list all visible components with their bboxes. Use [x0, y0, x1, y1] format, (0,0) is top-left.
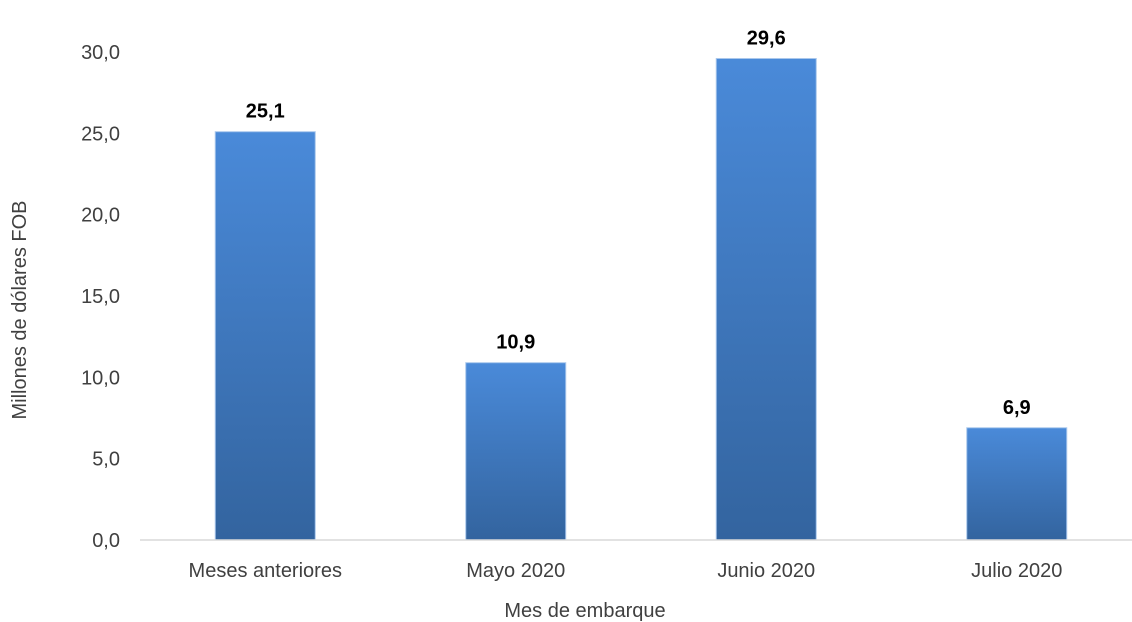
- data-labels: 25,1 10,9 29,6 6,9: [246, 28, 1031, 419]
- y-tick-label: 0,0: [92, 530, 120, 552]
- bar: [214, 131, 316, 541]
- bar: [715, 58, 817, 541]
- bar-value-label: 10,9: [496, 332, 535, 354]
- x-tick-label: Julio 2020: [971, 560, 1062, 582]
- x-axis-ticks: Meses anteriores Mayo 2020 Junio 2020 Julio…: [189, 560, 1063, 582]
- y-axis-ticks: 0,0 5,0 10,0 15,0 20,0 25,0 30,0: [81, 42, 120, 552]
- bar: [966, 427, 1068, 541]
- x-axis-title: Mes de embarque: [504, 600, 665, 622]
- bar-value-label: 25,1: [246, 101, 285, 123]
- y-axis-title: Millones de dólares FOB: [9, 201, 31, 420]
- x-tick-label: Mayo 2020: [466, 560, 565, 582]
- bar-value-label: 29,6: [747, 28, 786, 50]
- bar-value-label: 6,9: [1003, 397, 1031, 419]
- y-tick-label: 30,0: [81, 42, 120, 64]
- x-tick-label: Meses anteriores: [189, 560, 342, 582]
- bars: [214, 58, 1068, 541]
- bar: [465, 362, 567, 541]
- y-tick-label: 5,0: [92, 449, 120, 471]
- y-tick-label: 15,0: [81, 286, 120, 308]
- x-tick-label: Junio 2020: [717, 560, 815, 582]
- y-tick-label: 25,0: [81, 123, 120, 145]
- y-tick-label: 20,0: [81, 205, 120, 227]
- y-tick-label: 10,0: [81, 367, 120, 389]
